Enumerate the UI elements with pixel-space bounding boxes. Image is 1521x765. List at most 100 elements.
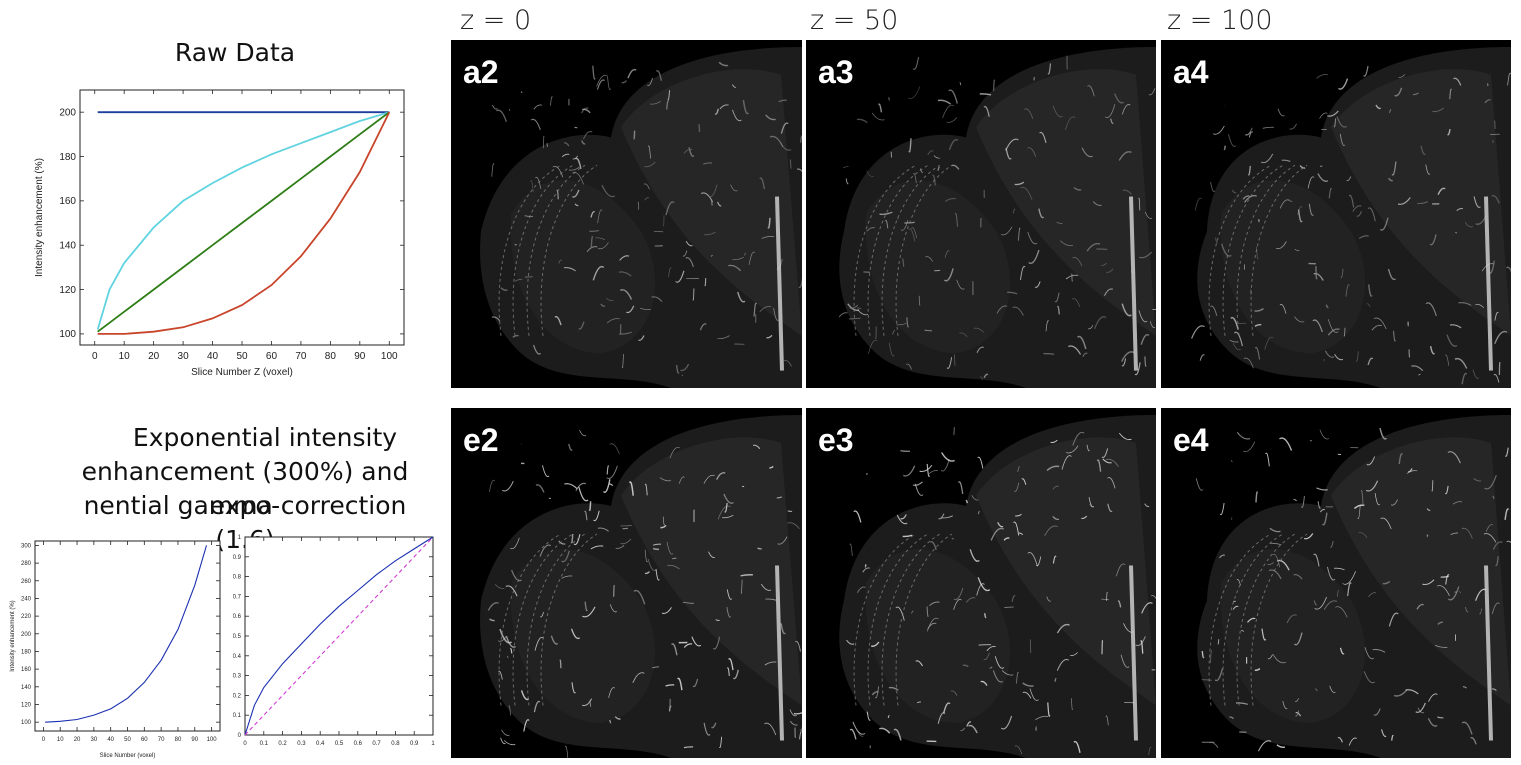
vessel [1281,159,1291,162]
vessel [665,684,675,687]
vessel [728,264,742,272]
vessel [628,481,634,496]
vessel [1077,335,1087,350]
vessel [888,686,899,691]
vessel [765,598,777,601]
vessel [491,163,495,177]
vessel [1086,243,1101,252]
vessel [662,516,665,526]
vessel [1148,747,1152,756]
vessel [1217,639,1220,645]
midline-bright [775,565,784,741]
vessel [1394,87,1403,97]
panel-label: a2 [451,40,521,105]
vessel [1498,362,1501,376]
vessel [1214,237,1219,244]
vessel [1039,131,1047,144]
y-tick-label: 100 [21,720,32,726]
vessel [1087,85,1095,97]
vessel [1450,532,1458,536]
panel-a2: a2 [451,40,802,388]
vessel [1056,659,1070,671]
vessel [890,151,893,158]
vessel [1247,165,1251,176]
vessel [1067,345,1082,355]
vessel [948,139,959,150]
vessel [769,135,784,148]
vessel [613,585,615,597]
vessel [1367,284,1373,297]
vessel [979,376,983,380]
vessel [1056,305,1060,315]
vessel [1140,640,1144,654]
brain-slice-image [1191,46,1511,388]
vessel [1336,116,1347,128]
vessel [1372,649,1386,653]
vessel [797,168,802,172]
vessel [1101,448,1109,458]
vessel [1307,176,1315,189]
vessel [1507,72,1511,86]
vessel [1422,579,1435,586]
vessel [871,112,885,121]
vessel [1461,527,1473,539]
vessel [1106,591,1108,601]
vessel [570,533,574,544]
vessel [704,231,716,236]
vessel [578,321,585,330]
vessel [946,357,953,369]
vessel [1398,74,1406,78]
vessel [990,527,1005,541]
vessel [606,297,614,301]
vessel [533,700,541,713]
vessel [1035,715,1049,721]
vessel [1315,688,1318,691]
vessel [1339,647,1345,655]
vessel [1210,650,1213,664]
vessel [1015,513,1022,517]
vessel [1228,134,1237,147]
vessel [1447,451,1461,464]
vessel [1317,501,1321,509]
vessel [1139,251,1153,259]
enhancement-heading-line-1: Exponential intensity [132,423,398,452]
vessel [1072,256,1083,267]
vessel [1081,147,1093,158]
vessel [661,607,672,614]
vessel [929,541,937,550]
vessel [1314,596,1328,610]
vessel [1484,99,1491,104]
x-tick-label: 0.3 [297,741,306,747]
vessel [1437,621,1444,625]
vessel [1035,556,1042,567]
vessel [1255,491,1259,503]
vessel [1059,240,1074,247]
vessel [1229,339,1239,343]
vessel [1325,304,1329,309]
vessel [927,150,934,156]
vessel [845,178,849,185]
vessel [1105,458,1119,467]
vessel [1494,330,1508,344]
vessel [1254,346,1261,360]
y-tick-label: 180 [21,649,32,655]
x-axis-label: Slice Number Z (voxel) [191,367,293,378]
vessel [1297,206,1303,215]
vessel [868,339,878,354]
vessel [1491,602,1500,615]
y-tick-label: 0.9 [233,555,242,561]
vessel [590,545,604,550]
vessel [683,746,694,749]
vessel [956,279,965,290]
y-tick-label: 1 [238,535,242,541]
central-brain-shape [621,437,802,706]
vessel [793,712,802,715]
vessel [717,201,722,207]
y-tick-label: 180 [59,152,76,163]
vessel [668,705,672,711]
vessel [879,211,893,215]
vessel [1219,503,1225,516]
vessel [1454,357,1468,369]
vessel [1105,268,1114,273]
vessel [1277,108,1285,117]
